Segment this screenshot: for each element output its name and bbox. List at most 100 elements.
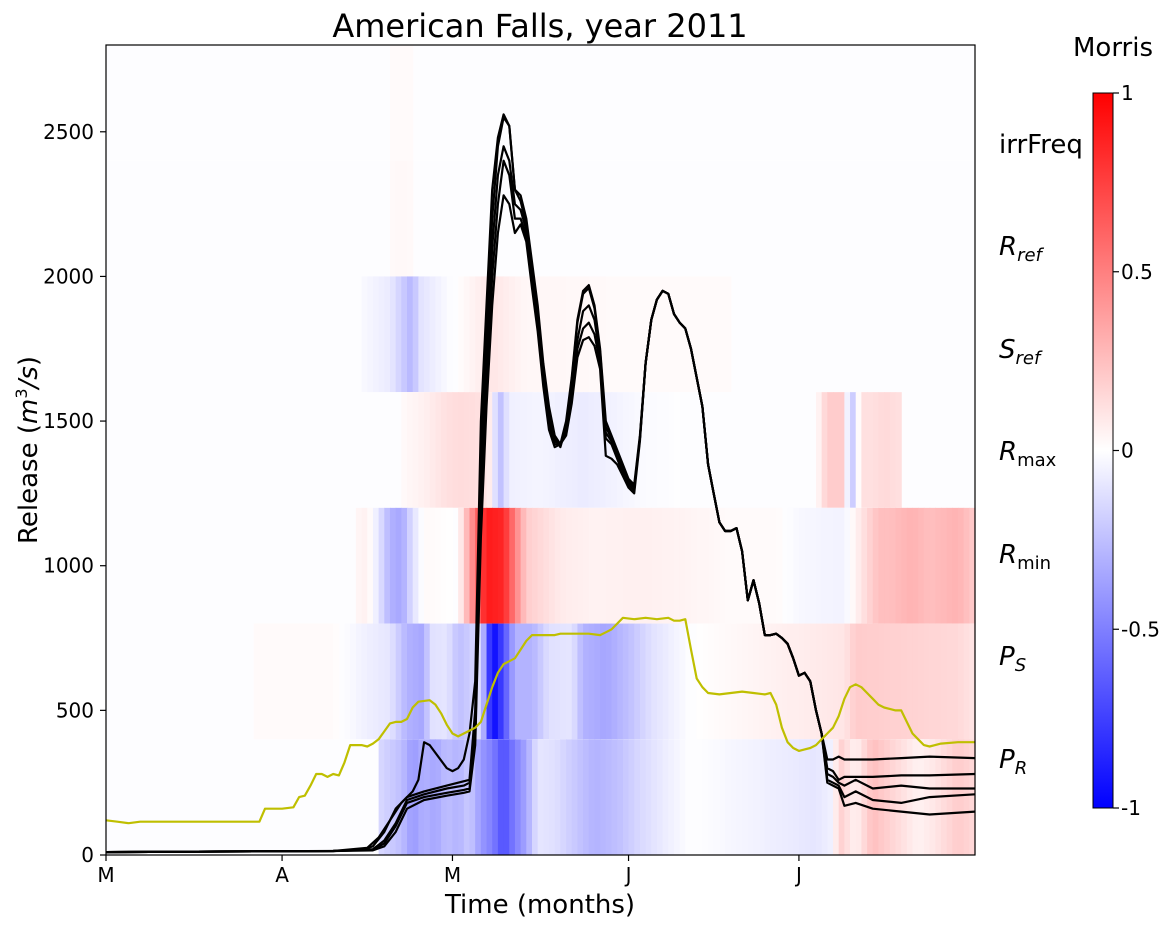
heatmap-cell	[730, 739, 738, 855]
heatmap-cell	[639, 623, 647, 740]
heatmap-cell	[838, 392, 845, 508]
heatmap-cell	[520, 623, 527, 740]
heatmap-cell	[844, 392, 851, 508]
heatmap-cell	[418, 623, 425, 740]
heatmap-cell	[946, 623, 953, 740]
heatmap-cell	[793, 739, 800, 855]
heatmap-cell	[514, 739, 522, 855]
heatmap-cell	[810, 507, 817, 624]
heatmap-cell	[531, 276, 539, 393]
heatmap-cell	[389, 160, 397, 277]
heatmap-cell	[560, 507, 567, 624]
heatmap-band	[106, 507, 976, 624]
heatmap-cell	[884, 507, 891, 624]
heatmap-cell	[611, 276, 618, 393]
heatmap-cell	[441, 276, 448, 393]
heatmap-cell	[759, 739, 766, 855]
heatmap-cell	[492, 276, 499, 393]
heatmap-cell	[514, 276, 522, 393]
colorbar-title: Morris	[1073, 33, 1153, 63]
heatmap-cell	[435, 392, 442, 508]
row-label: PR	[999, 745, 1027, 779]
heatmap-cell	[656, 392, 664, 508]
heatmap-cell	[662, 739, 669, 855]
heatmap-band-base	[106, 160, 975, 277]
heatmap-cell	[702, 739, 709, 855]
heatmap-cell	[719, 507, 726, 624]
heatmap-cell	[622, 507, 630, 624]
heatmap-cell	[776, 507, 783, 624]
heatmap-cell	[401, 392, 408, 508]
heatmap-cell	[861, 739, 868, 855]
heatmap-cell	[259, 623, 266, 740]
heatmap-cell	[685, 276, 692, 393]
heatmap-cell	[588, 276, 596, 393]
heatmap-cell	[736, 623, 743, 740]
heatmap-cell	[662, 276, 669, 393]
heatmap-cell	[367, 507, 374, 624]
heatmap-cell	[395, 739, 402, 855]
heatmap-cell	[617, 739, 624, 855]
heatmap-cell	[600, 392, 607, 508]
heatmap-cell	[412, 392, 419, 508]
heatmap-cell	[639, 276, 647, 393]
heatmap-cell	[668, 623, 675, 740]
heatmap-cell	[350, 623, 357, 740]
y-tick-label: 500	[56, 698, 94, 722]
heatmap-cell	[531, 507, 539, 624]
heatmap-cell	[480, 507, 488, 624]
heatmap-cell	[566, 392, 573, 508]
row-label: Rref	[999, 232, 1045, 266]
heatmap-cell	[861, 507, 868, 624]
heatmap-cell	[798, 623, 806, 740]
heatmap-cell	[753, 739, 760, 855]
heatmap-cell	[344, 623, 351, 740]
heatmap-cell	[367, 623, 374, 740]
heatmap-cell	[821, 623, 828, 740]
heatmap-band-base	[106, 45, 975, 161]
heatmap-cell	[304, 623, 312, 740]
heatmap-cell	[520, 507, 527, 624]
heatmap-cell	[355, 507, 363, 624]
heatmap-cell	[424, 623, 431, 740]
heatmap-cell	[407, 623, 414, 740]
heatmap-cell	[583, 507, 590, 624]
heatmap-cell	[600, 507, 607, 624]
heatmap-cell	[634, 739, 641, 855]
heatmap-cell	[901, 507, 908, 624]
heatmap-cell	[912, 623, 919, 740]
heatmap-cell	[361, 276, 368, 393]
heatmap-cell	[463, 739, 471, 855]
heatmap-cell	[872, 739, 880, 855]
heatmap-cell	[645, 623, 652, 740]
heatmap-cell	[662, 392, 669, 508]
heatmap-cell	[696, 507, 703, 624]
heatmap-cell	[424, 276, 431, 393]
heatmap-cell	[401, 45, 408, 161]
heatmap-cell	[850, 507, 857, 624]
heatmap-cell	[384, 507, 391, 624]
heatmap-cell	[844, 623, 851, 740]
heatmap-cell	[412, 507, 419, 624]
heatmap-cell	[509, 507, 516, 624]
heatmap-cell	[503, 623, 510, 740]
heatmap-cell	[844, 507, 851, 624]
heatmap-cell	[435, 623, 442, 740]
heatmap-cell	[526, 623, 533, 740]
heatmap-band	[106, 392, 975, 508]
y-tick-label: 1500	[43, 409, 94, 433]
heatmap-cell	[446, 739, 454, 855]
heatmap-cell	[872, 507, 880, 624]
heatmap-cell	[963, 507, 970, 624]
heatmap-cell	[577, 623, 584, 740]
heatmap-cell	[725, 507, 732, 624]
heatmap-cell	[475, 739, 482, 855]
heatmap-cell	[486, 739, 493, 855]
heatmap-cell	[497, 739, 505, 855]
heatmap-cell	[685, 507, 692, 624]
heatmap-cell	[855, 623, 863, 740]
heatmap-cell	[878, 392, 885, 508]
heatmap-cell	[815, 507, 823, 624]
heatmap-cell	[878, 507, 885, 624]
heatmap-cell	[935, 507, 942, 624]
